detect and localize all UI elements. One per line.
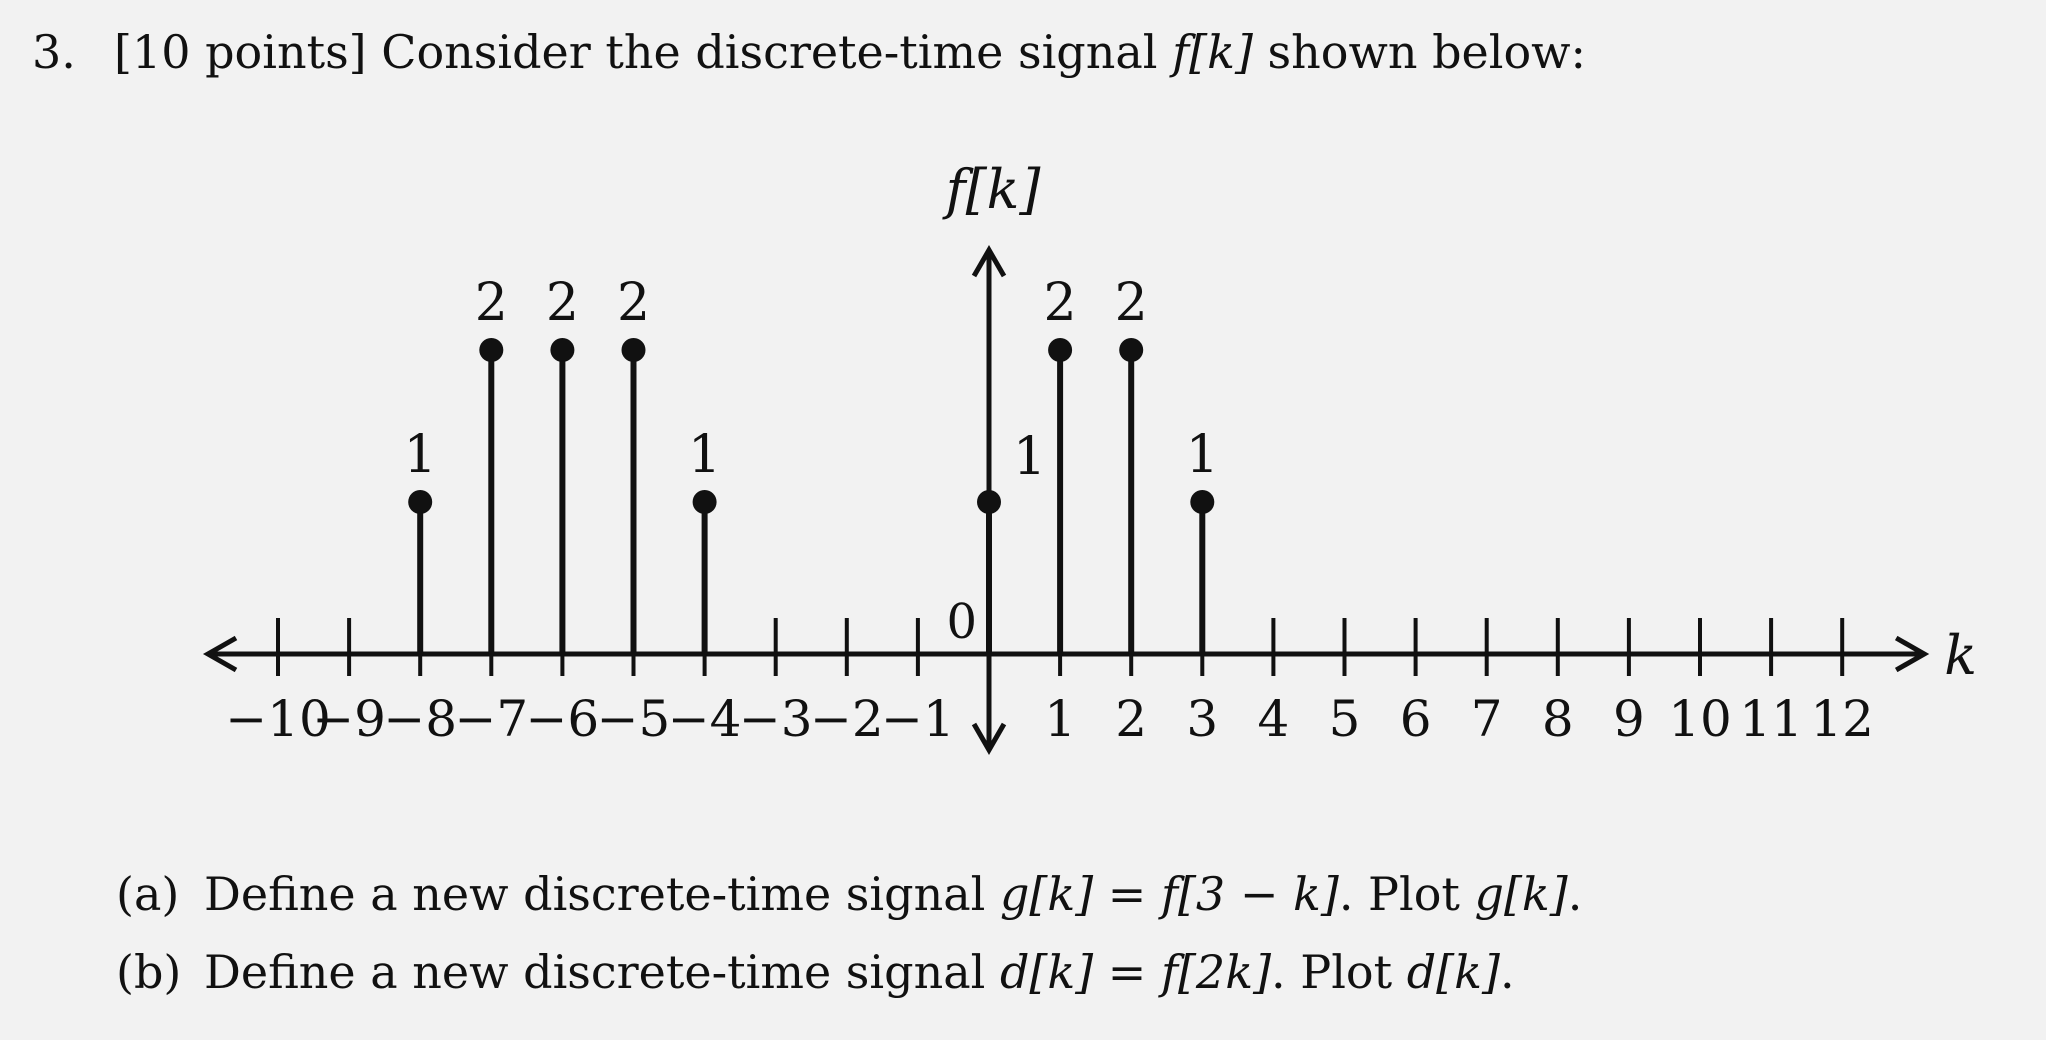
x-axis-label: k [1944, 624, 1977, 687]
part-b-definition: d[k] = f[2k] [999, 945, 1272, 999]
part-a-label: (a) [116, 867, 180, 921]
x-tick-label: 7 [1471, 690, 1503, 748]
x-tick-label: 3 [1186, 690, 1218, 748]
x-tick-label: −8 [383, 690, 457, 748]
stem-marker [550, 338, 575, 362]
stem-marker [408, 490, 433, 514]
x-tick-label: −1 [881, 690, 955, 748]
x-axis-left-arrow [202, 635, 238, 673]
part-b-text: Define a new discrete-time signal [204, 945, 986, 999]
problem-signal: f[k] [1172, 25, 1253, 79]
problem-number: 3. [32, 25, 76, 79]
problem-statement: 3. [10 points] Consider the discrete-time… [32, 22, 1586, 82]
stem-marker [1119, 338, 1144, 362]
x-tick-label: −3 [739, 690, 813, 748]
problem-intro: Consider the discrete-time signal [381, 25, 1158, 79]
part-a-text: Define a new discrete-time signal [204, 867, 986, 921]
stem-plot: f[k]k0−10−9−8−7−6−5−4−3−2−1 1 2 3 4 5 6 7 8 9 10 11… [202, 158, 1977, 756]
stem-marker [479, 338, 504, 362]
x-tick-label: −6 [526, 690, 600, 748]
x-tick-label: 9 [1613, 690, 1645, 748]
x-tick-label: −5 [597, 690, 671, 748]
value-label: 2 [617, 273, 650, 333]
value-label: 1 [404, 425, 437, 485]
value-label: 2 [546, 273, 579, 333]
part-a-end: . [1567, 867, 1583, 921]
part-a-definition: g[k] = f[3 − k] [999, 867, 1339, 921]
x-tick-label: 10 [1668, 690, 1732, 748]
x-tick-label: −2 [810, 690, 884, 748]
value-label: 1 [1186, 425, 1219, 485]
value-label: 1 [688, 425, 721, 485]
part-a-plot-word: . Plot [1338, 867, 1460, 921]
x-tick-label: 5 [1329, 690, 1361, 748]
x-tick-label: −9 [312, 690, 386, 748]
y-axis-label: f[k] [942, 158, 1042, 221]
problem-points: [10 points] [114, 25, 367, 79]
stem-marker [1190, 490, 1215, 514]
x-tick-label: 12 [1810, 690, 1874, 748]
problem-outro: shown below: [1267, 25, 1587, 79]
x-tick-label: −10 [225, 690, 331, 748]
stem-marker [1048, 338, 1073, 362]
value-label: 2 [1044, 273, 1077, 333]
stem-marker [621, 338, 646, 362]
x-tick-label: 4 [1257, 690, 1289, 748]
part-b-label: (b) [116, 945, 182, 999]
part-b-target: d[k] [1406, 945, 1500, 999]
origin-label: 0 [946, 594, 977, 650]
x-tick-label: −7 [454, 690, 528, 748]
stem-marker [977, 490, 1001, 514]
x-tick-label: 2 [1115, 690, 1147, 748]
x-tick-label: 8 [1542, 690, 1574, 748]
value-label: 2 [475, 273, 508, 333]
part-b-end: . [1499, 945, 1515, 999]
part-a: (a) Define a new discrete-time signal g[k… [116, 864, 1582, 924]
x-axis-right-arrow [1894, 635, 1930, 673]
part-b-plot-word: . Plot [1271, 945, 1393, 999]
x-tick-label: −4 [668, 690, 742, 748]
y-axis-top-arrow [971, 244, 1007, 278]
part-b: (b) Define a new discrete-time signal d[k… [116, 942, 1515, 1002]
x-tick-label: 11 [1739, 690, 1803, 748]
part-a-target: g[k] [1474, 867, 1568, 921]
x-tick-label: 1 [1044, 690, 1076, 748]
y-axis-bottom-arrow [971, 722, 1007, 756]
value-label: 1 [1013, 427, 1046, 487]
stem-marker [692, 490, 717, 514]
value-label: 2 [1115, 273, 1148, 333]
x-tick-label: 6 [1400, 690, 1432, 748]
